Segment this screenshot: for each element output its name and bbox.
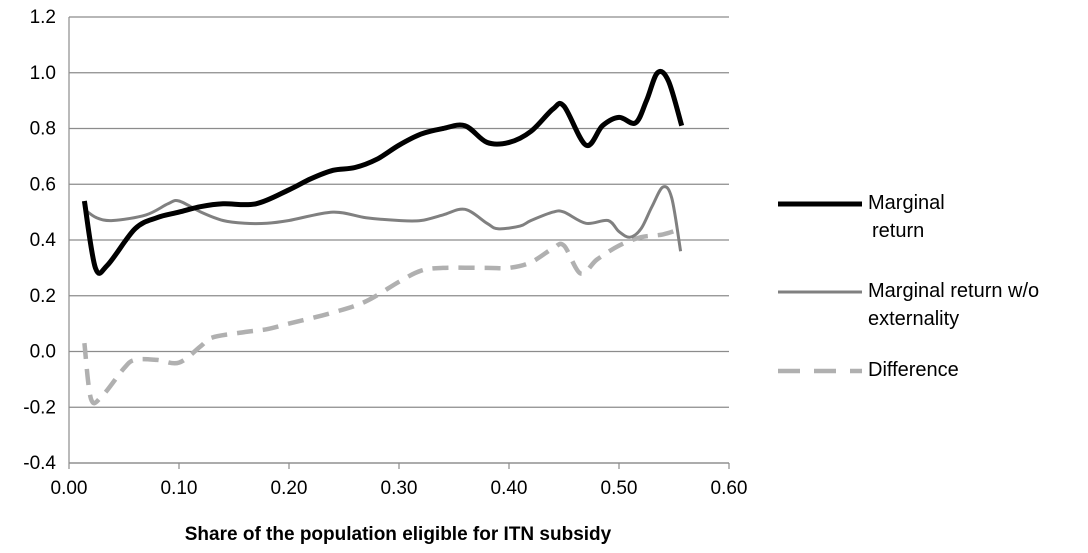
series-line-marginal-return-w-o-externality — [83, 185, 683, 252]
y-tick-label: 1.2 — [30, 7, 56, 28]
x-tick-label: 0.30 — [381, 478, 418, 499]
x-tick-label: 0.20 — [271, 478, 308, 499]
series-line-marginal-return — [81, 68, 685, 276]
x-tick-label: 0.10 — [161, 478, 198, 499]
series-line-difference — [82, 226, 682, 406]
y-tick-labels: -0.4 -0.2 0.0 0.2 0.4 0.6 0.8 1.0 1.2 — [23, 7, 56, 474]
y-tick-label: 0.0 — [30, 342, 56, 363]
legend-label: externality — [868, 308, 959, 330]
x-tick-label: 0.00 — [51, 478, 88, 499]
gridlines — [69, 16, 729, 464]
legend-label: return — [872, 220, 924, 242]
y-tick-label: 0.8 — [30, 119, 56, 140]
x-tick-label: 0.60 — [711, 478, 748, 499]
x-tick-label: 0.50 — [601, 478, 638, 499]
y-tick-label: 1.0 — [30, 63, 56, 84]
y-tick-label: 0.6 — [30, 174, 56, 195]
axes — [68, 17, 730, 469]
legend-label: Marginal — [868, 192, 945, 214]
series-lines — [81, 68, 685, 406]
y-tick-label: -0.2 — [23, 397, 56, 418]
legend: Marginal return Marginal return w/o externa… — [778, 192, 1039, 381]
y-tick-label: -0.4 — [23, 453, 56, 474]
y-tick-label: 0.4 — [30, 230, 57, 251]
legend-label: Marginal return w/o — [868, 280, 1039, 302]
x-tick-label: 0.40 — [491, 478, 528, 499]
x-axis-title: Share of the population eligible for ITN… — [185, 524, 612, 545]
y-tick-label: 0.2 — [30, 286, 56, 307]
legend-label: Difference — [868, 359, 959, 381]
x-tick-labels: 0.00 0.10 0.20 0.30 0.40 0.50 0.60 — [51, 478, 748, 499]
